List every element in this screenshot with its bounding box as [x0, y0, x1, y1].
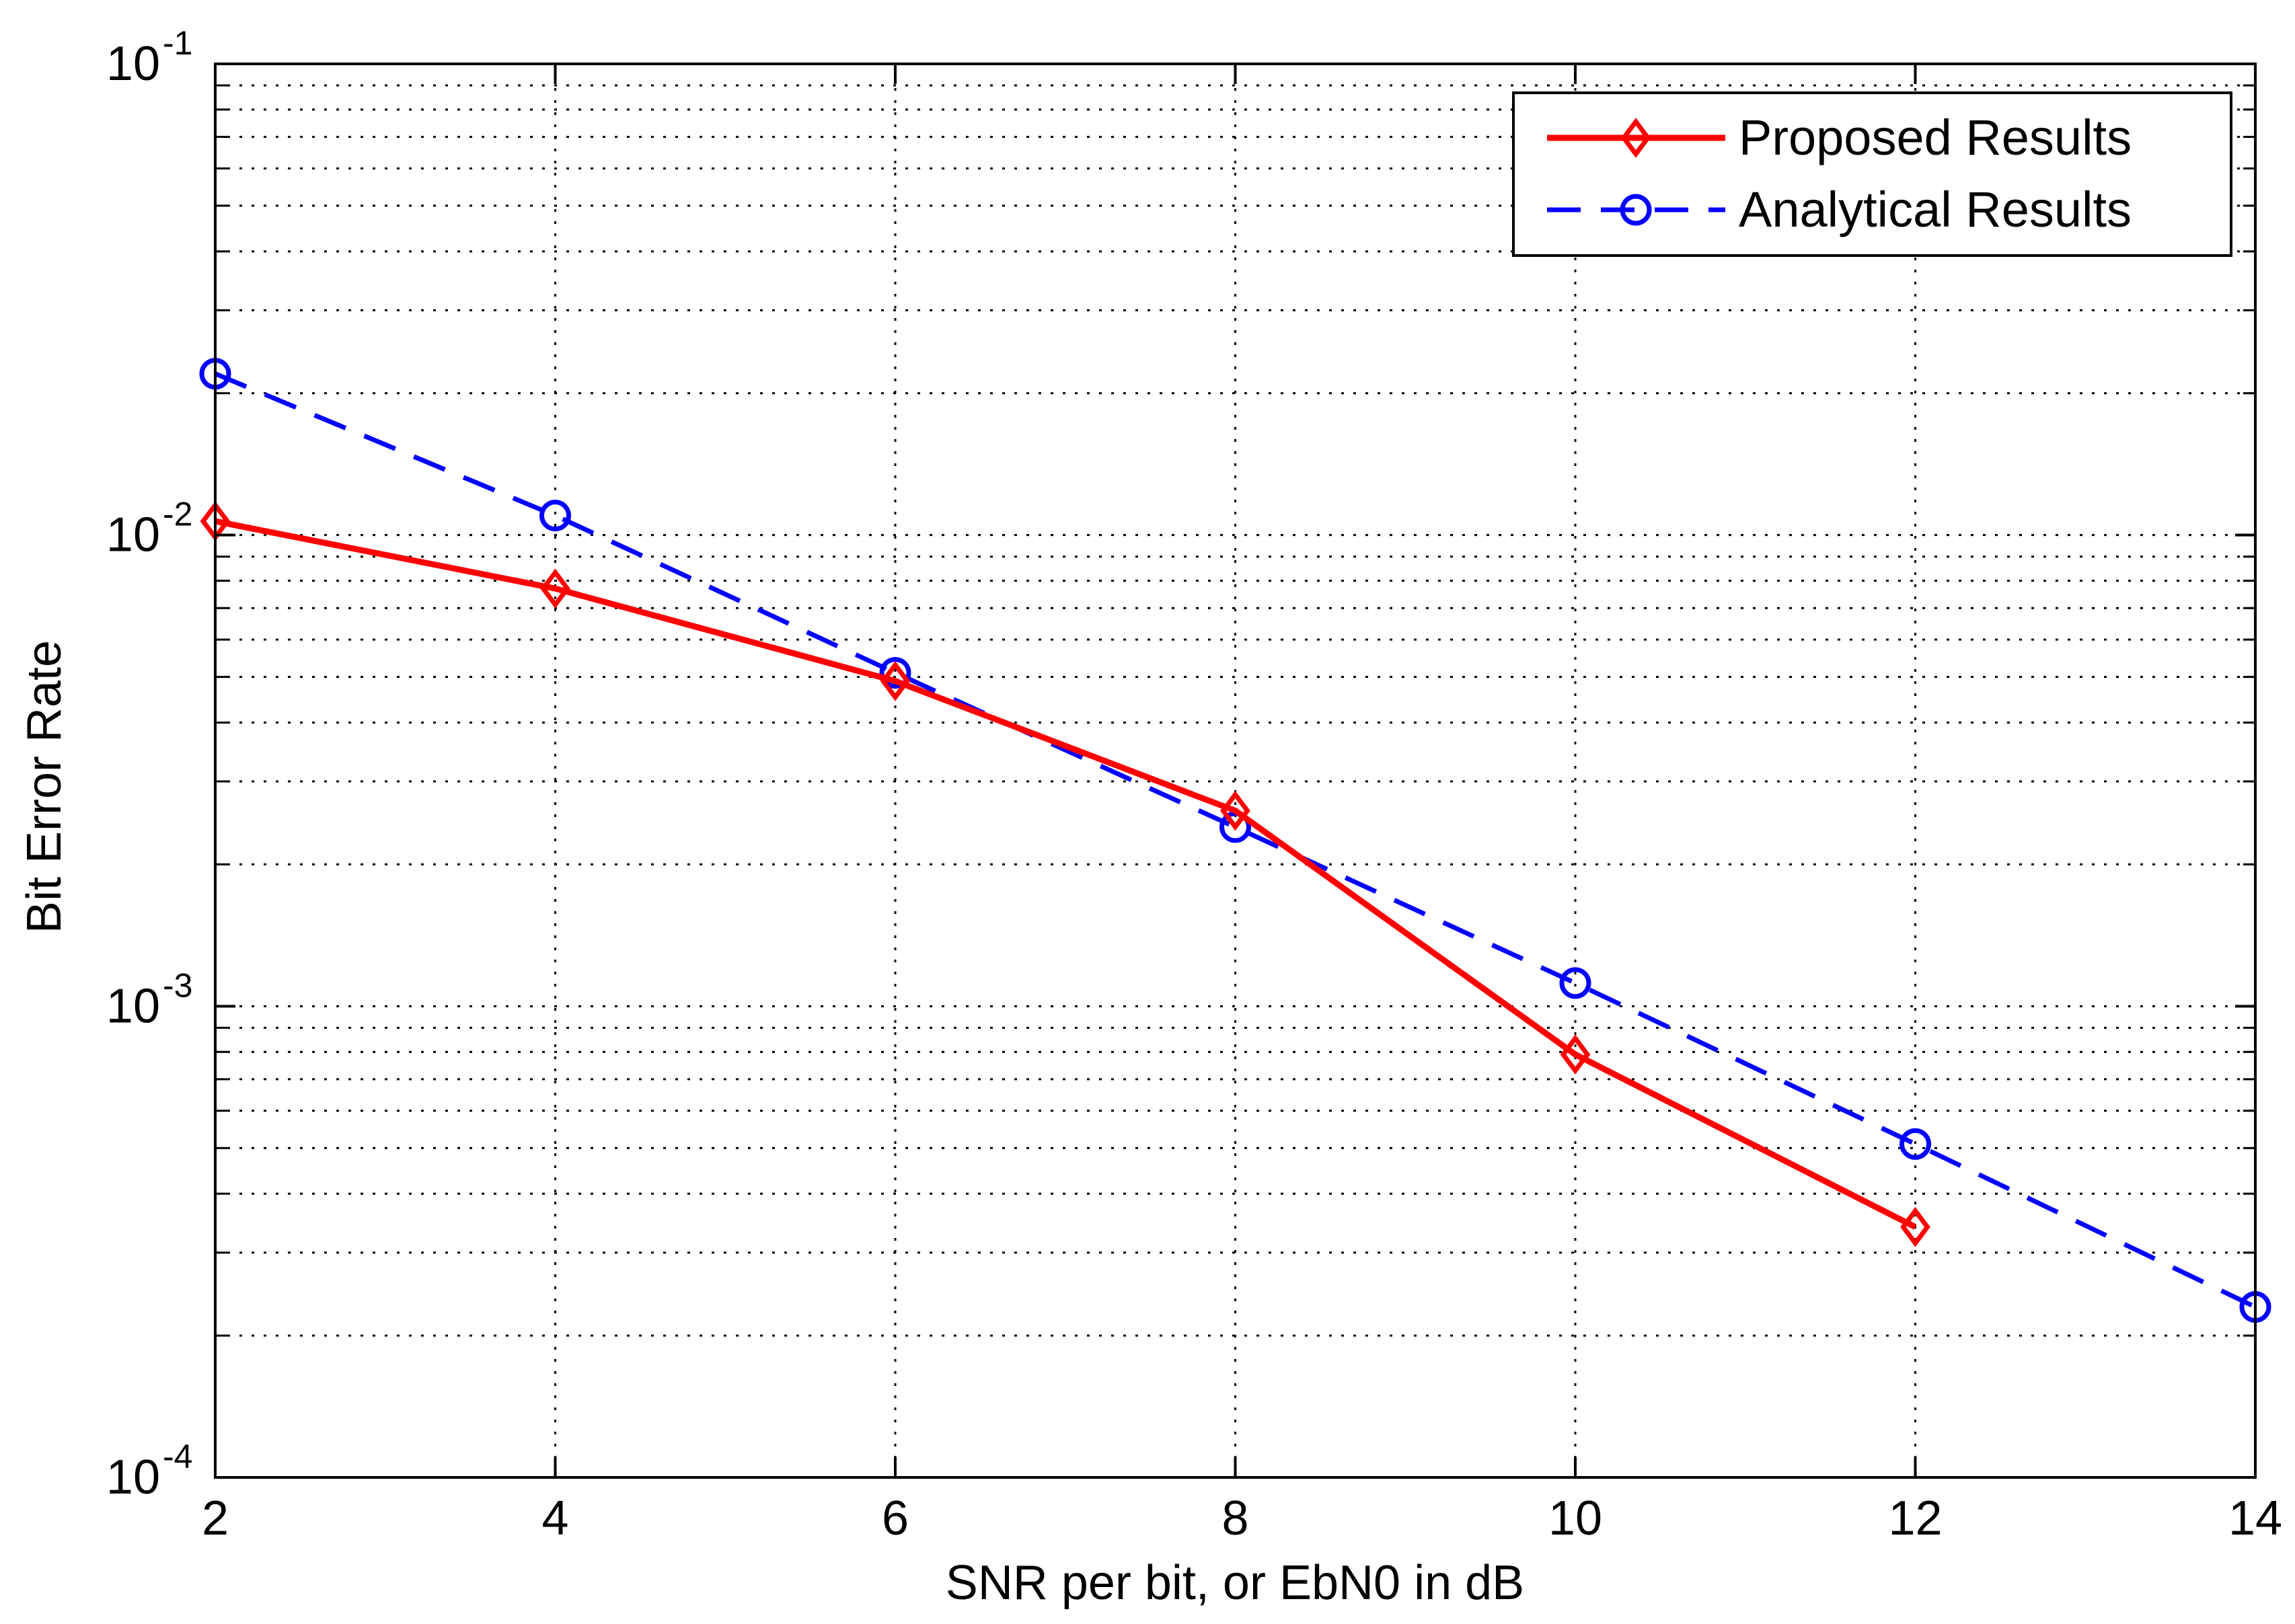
- legend-marker-analytical-shape: [1620, 194, 1652, 226]
- legend-label-proposed: Proposed Results: [1739, 110, 2132, 165]
- legend-marker-analytical: [1620, 194, 1652, 226]
- y-tick-label: 10: [106, 37, 160, 91]
- series-proposed: [200, 501, 1930, 1247]
- data-point: [1559, 967, 1591, 999]
- y-tick-exponent: -1: [163, 24, 192, 62]
- legend-box: [1512, 91, 2232, 257]
- x-tick-label: 6: [882, 1492, 909, 1545]
- x-tick-label: 2: [202, 1492, 229, 1545]
- legend-label-analytical: Analytical Results: [1739, 182, 2132, 237]
- grid: [214, 64, 2257, 1477]
- x-tick-label: 14: [2228, 1492, 2282, 1545]
- y-tick-label: 10: [106, 1451, 160, 1504]
- data-point: [1220, 790, 1250, 831]
- data-point: [1899, 1128, 1931, 1160]
- x-axis-title: SNR per bit, or EbN0 in dB: [946, 1556, 1524, 1610]
- x-tick-label: 10: [1548, 1492, 1602, 1545]
- data-point: [1560, 1034, 1591, 1075]
- y-tick-exponent: -3: [163, 966, 192, 1004]
- y-axis-title: Bit Error Rate: [17, 640, 71, 933]
- y-tick-exponent: -4: [163, 1438, 192, 1475]
- legend-marker-proposed-shape: [1620, 118, 1651, 158]
- y-tick-label: 10: [106, 979, 160, 1033]
- data-point: [539, 500, 571, 532]
- data-point: [879, 657, 911, 689]
- ticks: [214, 63, 2257, 1479]
- x-tick-label: 12: [1888, 1492, 1942, 1545]
- x-tick-label: 8: [1221, 1492, 1248, 1545]
- legend: Proposed Results Analytical Results: [1512, 91, 2232, 257]
- data-point: [1900, 1206, 1930, 1247]
- plot-background: [215, 64, 2255, 1477]
- y-tick-exponent: -2: [163, 496, 192, 533]
- data-point: [880, 660, 911, 701]
- series-line: [215, 518, 1917, 1230]
- x-tick-label: 4: [541, 1492, 568, 1545]
- series-layer: [199, 358, 2271, 1323]
- y-tick-label: 10: [106, 508, 160, 562]
- data-point: [540, 568, 570, 609]
- legend-marker-proposed: [1620, 118, 1651, 158]
